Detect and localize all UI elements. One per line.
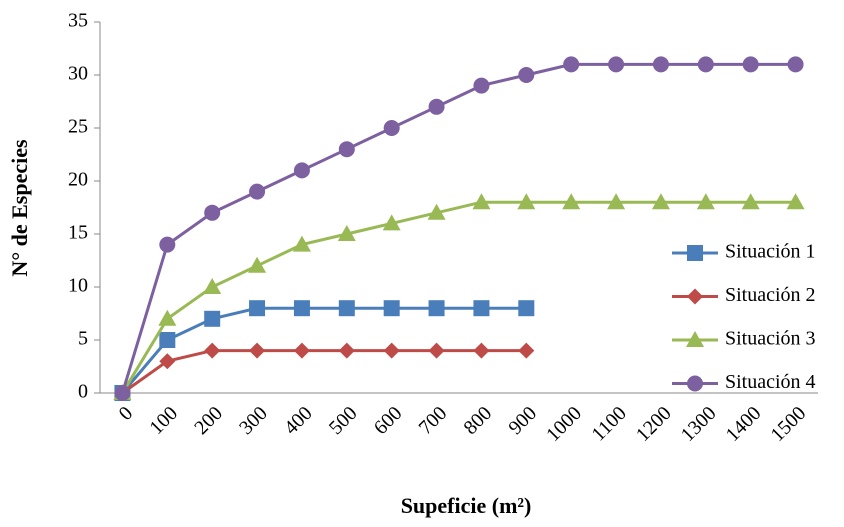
marker [249, 300, 266, 317]
x-tick-label: 1500 [767, 402, 811, 446]
marker [338, 342, 355, 359]
marker [518, 300, 535, 317]
marker [383, 120, 400, 136]
marker [203, 278, 222, 294]
marker [741, 193, 760, 210]
marker [428, 342, 445, 359]
marker [473, 77, 490, 94]
legend-label: Situación 2 [725, 284, 816, 306]
marker [652, 56, 669, 73]
y-axis-title: N° de Especies [7, 139, 32, 277]
x-tick-label: 300 [235, 402, 272, 439]
marker [338, 141, 355, 158]
marker [687, 245, 703, 261]
marker [248, 256, 267, 273]
y-tick-label: 35 [68, 10, 88, 32]
marker [204, 204, 221, 221]
x-tick-label: 500 [325, 402, 362, 439]
marker [562, 193, 581, 210]
marker [608, 56, 625, 73]
marker [158, 309, 177, 326]
series-line [121, 62, 796, 394]
marker [786, 193, 805, 210]
x-tick-label: 200 [190, 402, 227, 439]
x-tick-label: 1300 [677, 402, 721, 446]
marker [518, 67, 535, 83]
legend-label: Situación 4 [725, 371, 816, 393]
series-line [121, 200, 796, 394]
marker [686, 331, 704, 347]
y-tick-label: 25 [68, 116, 88, 138]
y-tick-label: 0 [78, 381, 88, 403]
marker [742, 56, 759, 73]
x-tick-label: 600 [370, 402, 407, 439]
marker [687, 375, 703, 392]
marker [204, 310, 221, 327]
x-axis-title: Supeficie (m²) [401, 493, 532, 518]
y-tick-label: 15 [68, 222, 88, 244]
marker [114, 385, 131, 401]
marker [517, 193, 536, 210]
marker [428, 98, 445, 115]
marker [383, 342, 400, 359]
marker [651, 193, 670, 210]
y-tick-label: 30 [68, 63, 88, 85]
x-tick-label: 400 [280, 402, 317, 439]
marker [338, 300, 355, 317]
marker [696, 193, 715, 210]
x-tick-label: 100 [145, 402, 182, 439]
x-tick-label: 800 [459, 402, 496, 439]
marker [473, 300, 490, 317]
marker [204, 342, 221, 359]
x-tick-label: 700 [415, 402, 452, 439]
marker [428, 300, 445, 317]
marker [249, 342, 266, 359]
x-tick-label: 1100 [588, 402, 631, 445]
legend-item: Situación 1 [672, 241, 816, 263]
marker [472, 193, 491, 210]
marker [563, 56, 580, 73]
y-tick-label: 5 [78, 328, 88, 350]
legend-item: Situación 4 [672, 371, 816, 393]
x-tick-label: 1000 [542, 402, 586, 446]
x-tick-label: 0 [115, 402, 138, 425]
marker [292, 235, 311, 252]
marker [383, 300, 400, 317]
marker [159, 332, 176, 348]
marker [293, 342, 310, 359]
marker [697, 56, 714, 73]
marker [607, 193, 626, 210]
series-line [121, 349, 527, 395]
series-line [121, 306, 527, 394]
marker [787, 56, 804, 73]
marker [473, 342, 490, 359]
marker [249, 183, 266, 200]
marker [337, 225, 356, 241]
x-tick-label: 1400 [722, 402, 766, 446]
legend-item: Situación 2 [672, 284, 816, 306]
x-tick-label: 900 [504, 402, 541, 439]
marker [427, 203, 446, 220]
y-tick-label: 10 [68, 275, 88, 297]
marker [518, 342, 535, 359]
marker [382, 214, 401, 231]
marker [293, 300, 310, 317]
legend-item: Situación 3 [672, 328, 816, 350]
marker [293, 162, 310, 179]
legend-label: Situación 3 [725, 328, 816, 350]
y-tick-label: 20 [68, 169, 88, 191]
marker [159, 236, 176, 253]
x-tick-label: 1200 [632, 402, 676, 446]
legend-label: Situación 1 [725, 241, 816, 263]
marker [159, 353, 176, 370]
marker [687, 288, 703, 305]
